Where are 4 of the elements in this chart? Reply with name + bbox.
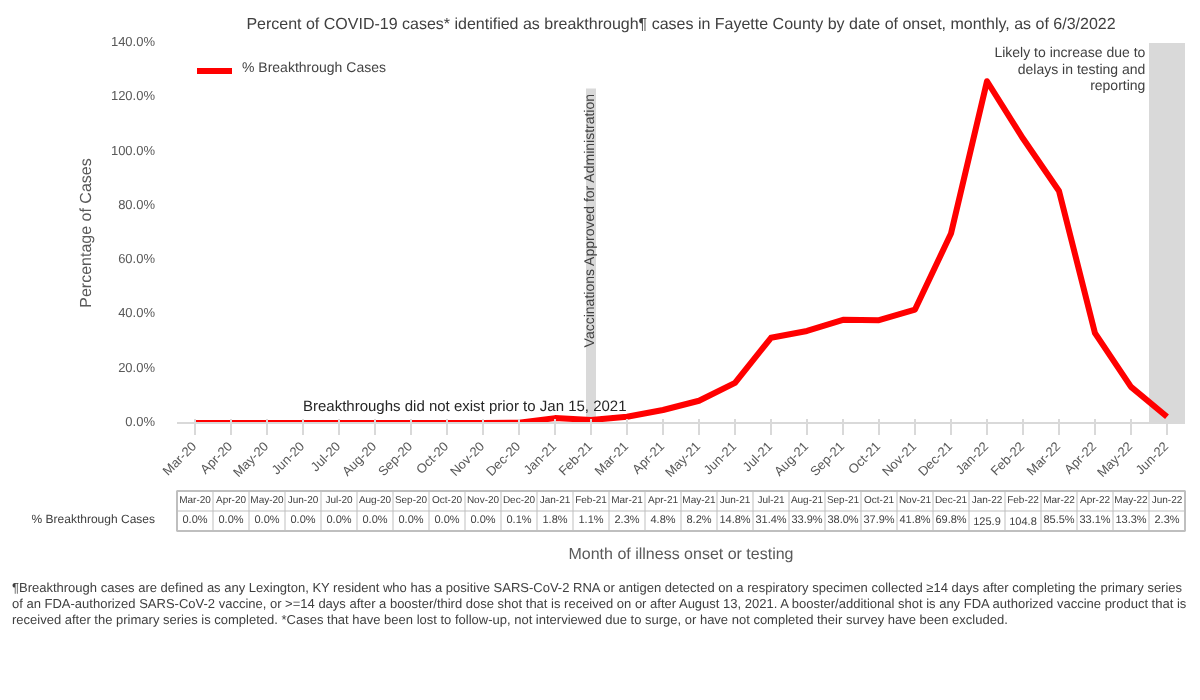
chart-title: Percent of COVID-19 cases* identified as breakthrough¶ cases in Fayette County by date of onset, monthly, as of 6/3/2022	[246, 15, 1117, 33]
line-series	[192, 78, 1170, 423]
y-axis-title: Percentage of Cases	[76, 158, 95, 308]
x-axis-title: Month of illness onset or testing	[568, 545, 794, 563]
